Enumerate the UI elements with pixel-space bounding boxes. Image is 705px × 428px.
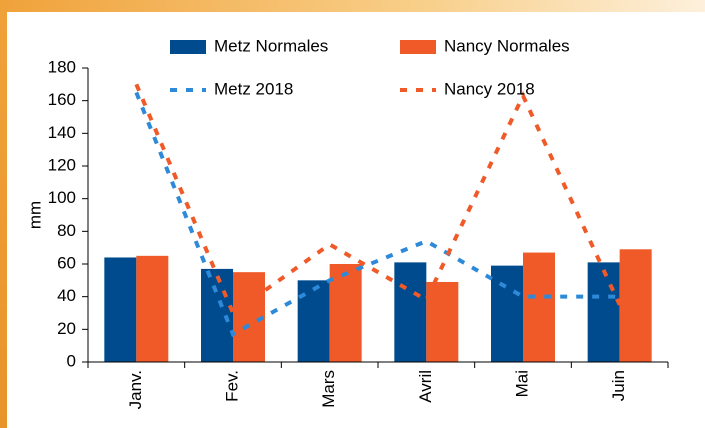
- bar: [136, 255, 169, 362]
- bar: [491, 265, 523, 362]
- bar: [201, 268, 233, 362]
- bar: [523, 252, 555, 362]
- y-tick-label: 20: [57, 319, 76, 338]
- line: [134, 83, 622, 317]
- bar: [104, 257, 137, 362]
- y-tick-label: 100: [48, 188, 76, 207]
- bar: [426, 281, 459, 362]
- x-tick-label: Mars: [319, 370, 338, 408]
- bar: [394, 262, 427, 362]
- legend-label: Metz 2018: [214, 79, 293, 98]
- y-tick-label: 140: [48, 123, 76, 142]
- y-tick-label: 60: [57, 253, 76, 272]
- y-tick-label: 180: [48, 57, 76, 76]
- x-tick-label: Juin: [609, 370, 628, 401]
- x-tick-label: Avril: [416, 370, 435, 403]
- bar: [619, 249, 652, 362]
- legend-label: Metz Normales: [214, 36, 328, 55]
- bar: [297, 280, 330, 362]
- legend-swatch: [400, 40, 436, 54]
- x-tick-label: Fev.: [222, 370, 241, 402]
- legend-label: Nancy Normales: [444, 36, 570, 55]
- y-tick-label: 40: [57, 286, 76, 305]
- legend-label: Nancy 2018: [444, 79, 535, 98]
- y-axis-label: mm: [25, 201, 44, 229]
- left-border: [0, 0, 7, 428]
- y-tick-label: 0: [67, 351, 76, 370]
- y-tick-label: 160: [48, 90, 76, 109]
- y-tick-label: 120: [48, 155, 76, 174]
- top-border: [0, 0, 705, 12]
- bar: [587, 262, 620, 362]
- legend-swatch: [170, 40, 206, 54]
- x-tick-label: Janv.: [126, 370, 145, 409]
- bar: [329, 264, 362, 362]
- y-tick-label: 80: [57, 221, 76, 240]
- x-tick-label: Mai: [512, 370, 531, 397]
